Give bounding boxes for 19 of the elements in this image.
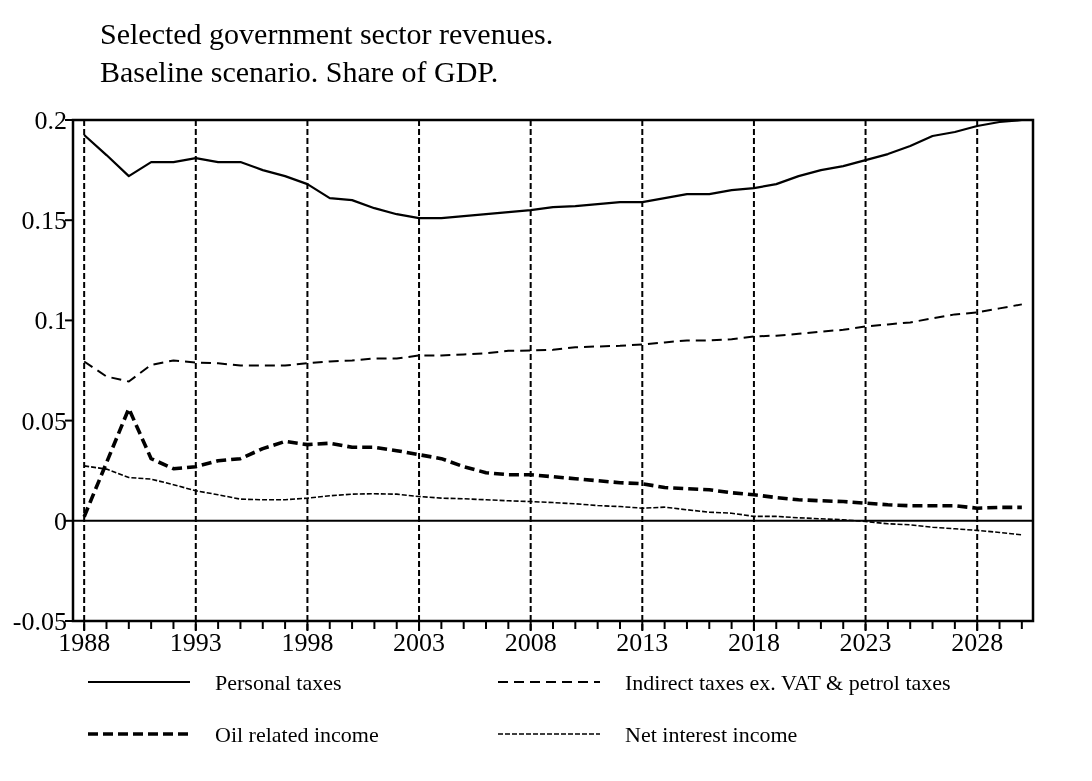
y-tick-label: 0.05 (21, 406, 67, 436)
y-tick-label: 0 (54, 506, 67, 536)
x-tick-label: 1993 (169, 628, 222, 657)
x-tick-label: 2008 (504, 628, 557, 657)
x-tick-label: 2013 (616, 628, 669, 657)
legend-label: Oil related income (215, 722, 379, 747)
x-tick-label: 2023 (839, 628, 892, 657)
x-tick-label: 1998 (281, 628, 334, 657)
x-tick-label: 2003 (393, 628, 446, 657)
legend-label: Net interest income (625, 722, 798, 747)
x-tick-label: 2018 (727, 628, 780, 657)
y-tick-label: 0.2 (34, 106, 67, 135)
chart-title: Selected government sector revenues. (100, 17, 554, 50)
y-tick-label: 0.15 (21, 206, 67, 236)
y-tick-label: 0.1 (34, 306, 67, 336)
x-tick-label: 2028 (951, 628, 1004, 657)
legend-label: Personal taxes (215, 670, 342, 695)
legend-label: Indirect taxes ex. VAT & petrol taxes (625, 670, 951, 695)
chart-subtitle: Baseline scenario. Share of GDP. (100, 55, 499, 88)
